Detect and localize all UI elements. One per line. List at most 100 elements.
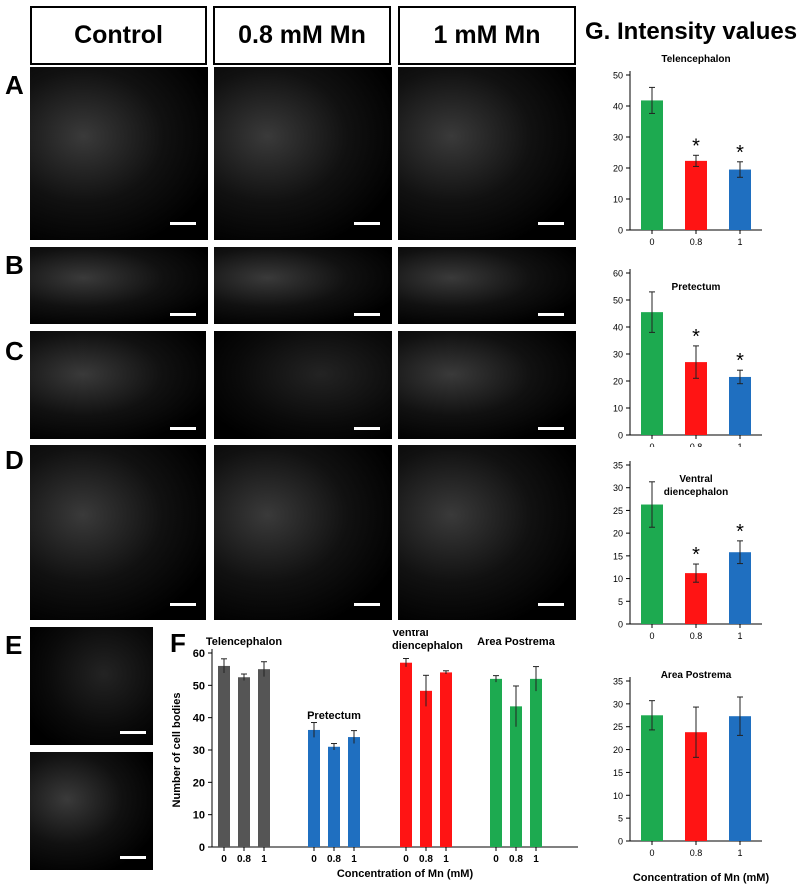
scale-bar xyxy=(538,313,564,316)
y-tick-label: 50 xyxy=(193,680,205,692)
x-tick-label: 0.8 xyxy=(690,631,703,641)
bar xyxy=(420,690,432,847)
header-mn08-label: 0.8 mM Mn xyxy=(238,21,366,49)
bar xyxy=(685,160,707,230)
micrograph-b-mn08 xyxy=(214,247,392,324)
scale-bar xyxy=(170,427,196,430)
scale-bar xyxy=(354,222,380,225)
x-tick-label: 0.8 xyxy=(690,848,703,858)
x-tick-label: 0.8 xyxy=(509,854,523,865)
y-tick-label: 5 xyxy=(618,597,623,607)
y-tick-label: 0 xyxy=(618,226,623,236)
x-tick-label: 0 xyxy=(403,854,409,865)
group-label: Ventral xyxy=(392,630,429,639)
row-letter-c: C xyxy=(5,336,24,366)
y-tick-label: 60 xyxy=(193,648,205,660)
x-tick-label: 0 xyxy=(649,237,654,247)
significance-star: * xyxy=(692,326,700,348)
header-mn1-label: 1 mM Mn xyxy=(433,21,541,49)
micrograph-c-mn1 xyxy=(398,331,576,439)
y-tick-label: 35 xyxy=(613,677,623,687)
header-control: Control xyxy=(30,6,207,65)
x-axis-label: Concentration of Mn (mM) xyxy=(633,872,770,884)
chart-ventral-diencephalon-intensity: Ventral diencephalon 0 5 10 15 20 25 30 35 0 0.8 * 1 * xyxy=(613,461,762,641)
x-tick-label: 1 xyxy=(737,237,742,247)
y-tick-label: 20 xyxy=(613,377,623,387)
scale-bar xyxy=(354,313,380,316)
y-tick-label: 40 xyxy=(193,713,205,725)
y-axis-label: Number of cell bodies xyxy=(171,693,183,808)
bar xyxy=(400,662,412,847)
row-letter-a: A xyxy=(5,70,24,100)
bar xyxy=(641,504,663,624)
y-tick-label: 50 xyxy=(613,296,623,306)
group-label: Pretectum xyxy=(307,710,361,722)
x-tick-label: 0.8 xyxy=(690,442,703,447)
bar xyxy=(685,573,707,624)
group-label: Area Postrema xyxy=(477,636,556,648)
y-tick-label: 25 xyxy=(613,722,623,732)
x-tick-label: 1 xyxy=(737,631,742,641)
significance-star: * xyxy=(692,135,700,157)
micrograph-a-mn08 xyxy=(214,67,392,240)
row-letter-d: D xyxy=(5,445,24,475)
chart-area-postrema-intensity: Area Postrema 0 5 10 15 20 25 30 35 0 0.8 1 Concentr… xyxy=(613,670,770,884)
x-tick-label: 0.8 xyxy=(690,237,703,247)
bar xyxy=(685,362,707,435)
y-tick-label: 0 xyxy=(199,842,205,854)
micrograph-d-control xyxy=(30,445,206,620)
scale-bar xyxy=(538,427,564,430)
micrograph-e-bottom xyxy=(30,752,153,870)
y-tick-label: 20 xyxy=(613,164,623,174)
chart-title: Area Postrema xyxy=(661,670,732,681)
scale-bar xyxy=(120,856,146,859)
chart-title: Telencephalon xyxy=(661,54,730,65)
significance-star: * xyxy=(736,521,744,543)
x-tick-label: 0 xyxy=(493,854,499,865)
x-axis-label: Concentration of Mn (mM) xyxy=(337,868,474,880)
header-mn08: 0.8 mM Mn xyxy=(213,6,391,65)
y-tick-label: 10 xyxy=(613,791,623,801)
micrograph-b-mn1 xyxy=(398,247,576,324)
micrograph-d-mn08 xyxy=(214,445,392,620)
micrograph-a-control xyxy=(30,67,208,240)
bar xyxy=(490,678,502,847)
significance-star: * xyxy=(692,544,700,566)
x-tick-label: 0.8 xyxy=(327,854,341,865)
y-tick-label: 20 xyxy=(193,777,205,789)
x-tick-label: 1 xyxy=(351,854,357,865)
bar xyxy=(641,100,663,230)
bar xyxy=(530,678,542,847)
bar xyxy=(258,669,270,847)
scale-bar xyxy=(170,313,196,316)
y-tick-label: 10 xyxy=(193,810,205,822)
y-tick-label: 15 xyxy=(613,551,623,561)
bar xyxy=(328,746,340,847)
scale-bar xyxy=(354,427,380,430)
significance-star: * xyxy=(736,350,744,372)
y-tick-label: 15 xyxy=(613,768,623,778)
scale-bar xyxy=(170,222,196,225)
y-tick-label: 30 xyxy=(613,350,623,360)
y-tick-label: 0 xyxy=(618,620,623,630)
y-tick-label: 20 xyxy=(613,529,623,539)
scale-bar xyxy=(120,731,146,734)
row-letter-b: B xyxy=(5,250,24,280)
y-tick-label: 40 xyxy=(613,323,623,333)
x-tick-label: 1 xyxy=(737,848,742,858)
y-tick-label: 5 xyxy=(618,814,623,824)
x-tick-label: 0 xyxy=(649,848,654,858)
micrograph-b-control xyxy=(30,247,208,324)
scale-bar xyxy=(170,603,196,606)
bar xyxy=(729,376,751,435)
y-tick-label: 25 xyxy=(613,506,623,516)
header-control-label: Control xyxy=(74,21,163,49)
bar xyxy=(641,715,663,841)
panel-g-title: G. Intensity values xyxy=(585,18,798,45)
y-tick-label: 30 xyxy=(613,699,623,709)
micrograph-c-mn08 xyxy=(214,331,392,439)
y-tick-label: 60 xyxy=(613,269,623,279)
chart-telencephalon-intensity: Telencephalon 0 10 20 30 40 50 0 0.8 * 1 * xyxy=(613,54,762,247)
scale-bar xyxy=(538,222,564,225)
x-tick-label: 0 xyxy=(311,854,317,865)
